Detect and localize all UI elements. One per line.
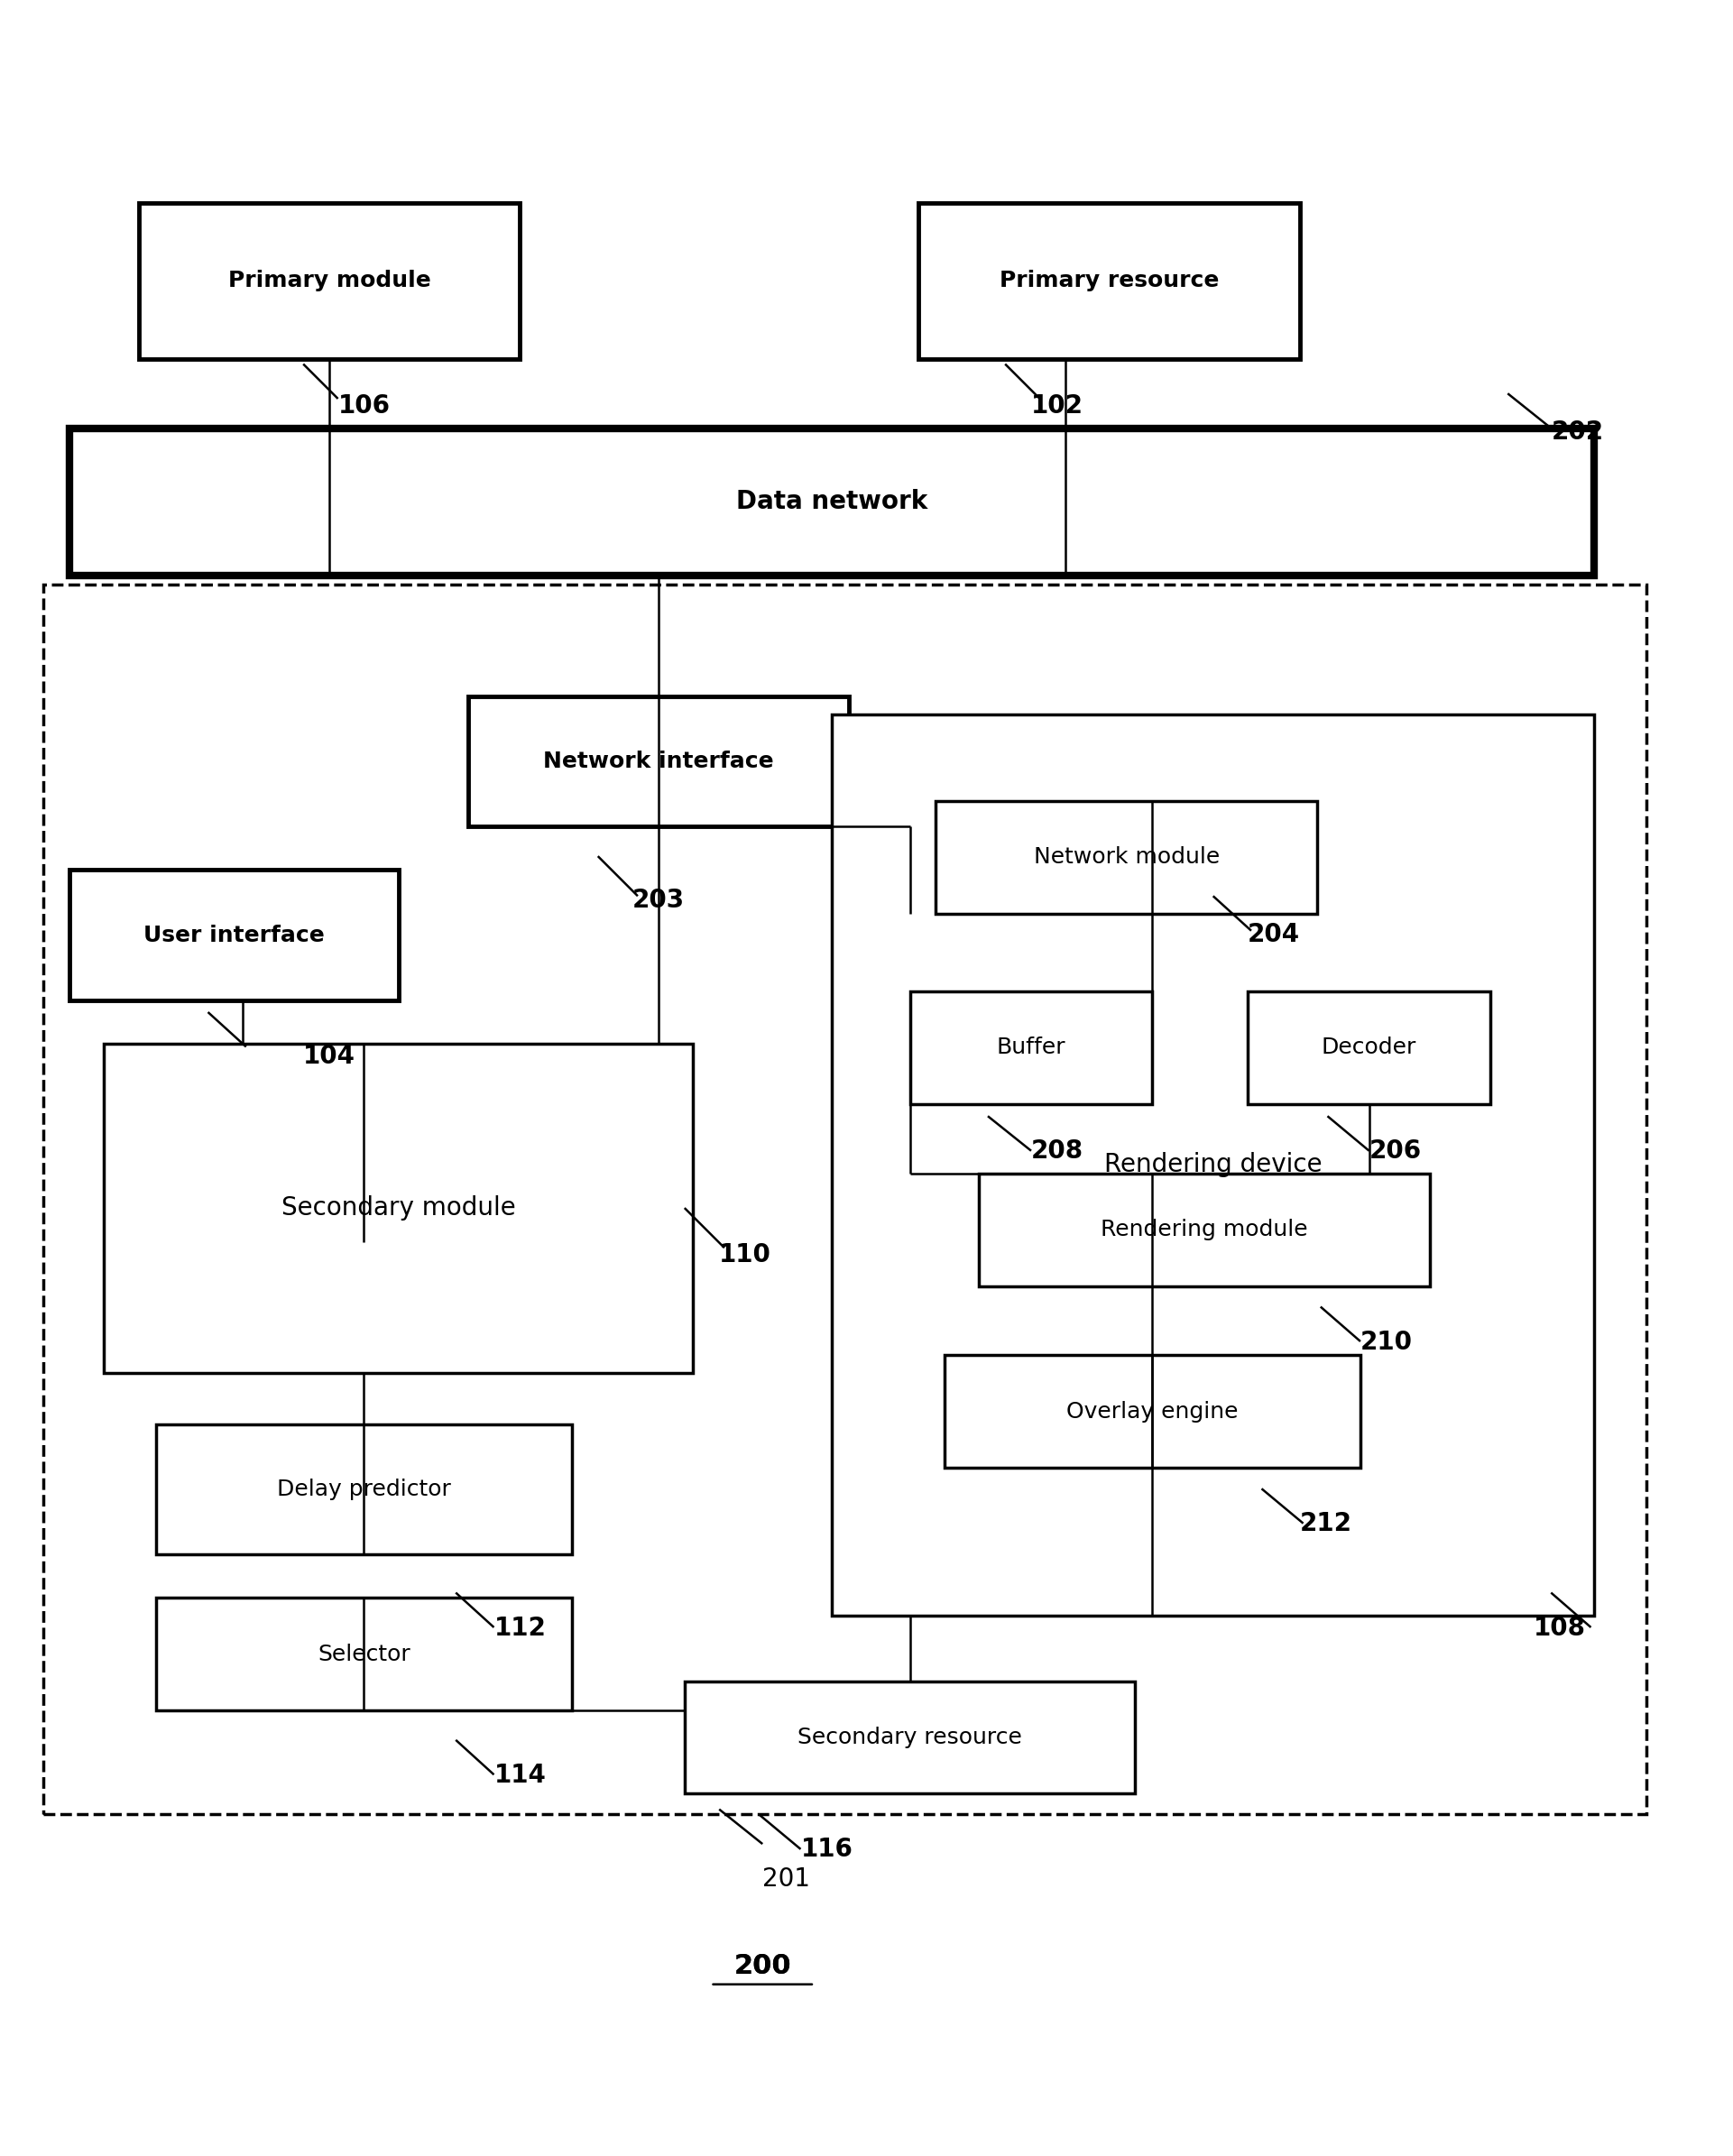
Text: Buffer: Buffer xyxy=(996,1037,1066,1059)
FancyBboxPatch shape xyxy=(910,992,1152,1104)
Text: Selector: Selector xyxy=(317,1643,411,1664)
FancyBboxPatch shape xyxy=(936,800,1317,914)
Text: Rendering module: Rendering module xyxy=(1100,1218,1308,1240)
FancyBboxPatch shape xyxy=(832,714,1594,1615)
Text: Decoder: Decoder xyxy=(1322,1037,1416,1059)
FancyBboxPatch shape xyxy=(69,871,399,1000)
FancyBboxPatch shape xyxy=(156,1598,572,1710)
Text: Overlay engine: Overlay engine xyxy=(1066,1401,1239,1423)
Text: 206: 206 xyxy=(1369,1138,1421,1164)
FancyBboxPatch shape xyxy=(139,203,520,358)
FancyBboxPatch shape xyxy=(1248,992,1490,1104)
Text: 200: 200 xyxy=(733,1953,792,1979)
Text: 106: 106 xyxy=(338,395,390,418)
FancyBboxPatch shape xyxy=(468,696,849,826)
Text: Network module: Network module xyxy=(1033,845,1220,869)
Text: User interface: User interface xyxy=(144,925,324,946)
Text: 203: 203 xyxy=(633,888,685,912)
FancyBboxPatch shape xyxy=(918,203,1300,358)
Text: Rendering device: Rendering device xyxy=(1104,1151,1322,1177)
Text: 116: 116 xyxy=(801,1837,853,1863)
FancyBboxPatch shape xyxy=(156,1425,572,1554)
Text: 108: 108 xyxy=(1534,1615,1586,1641)
Text: Delay predictor: Delay predictor xyxy=(277,1479,451,1501)
FancyBboxPatch shape xyxy=(944,1356,1360,1468)
FancyBboxPatch shape xyxy=(979,1173,1430,1285)
Bar xyxy=(43,584,1646,1815)
Text: 110: 110 xyxy=(719,1242,771,1268)
Text: Secondary resource: Secondary resource xyxy=(797,1727,1022,1749)
Text: 210: 210 xyxy=(1360,1330,1412,1354)
Text: 104: 104 xyxy=(303,1044,355,1069)
Text: 202: 202 xyxy=(1551,420,1603,444)
Text: Data network: Data network xyxy=(737,489,927,515)
Text: Primary module: Primary module xyxy=(229,270,430,291)
Text: 208: 208 xyxy=(1031,1138,1083,1164)
Text: Secondary module: Secondary module xyxy=(281,1194,516,1220)
Text: 102: 102 xyxy=(1031,395,1083,418)
FancyBboxPatch shape xyxy=(104,1044,693,1373)
Text: 212: 212 xyxy=(1300,1511,1352,1537)
FancyBboxPatch shape xyxy=(69,429,1594,576)
Text: 200: 200 xyxy=(733,1953,792,1979)
FancyBboxPatch shape xyxy=(685,1682,1135,1794)
Text: 204: 204 xyxy=(1248,923,1300,946)
Text: 112: 112 xyxy=(494,1615,546,1641)
Text: 114: 114 xyxy=(494,1761,546,1787)
Text: Primary resource: Primary resource xyxy=(1000,270,1218,291)
Text: 201: 201 xyxy=(763,1867,811,1891)
Text: Network interface: Network interface xyxy=(542,750,775,772)
